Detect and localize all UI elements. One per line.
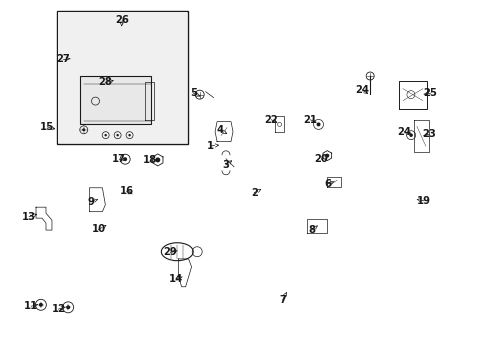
Text: 3: 3 <box>222 160 229 170</box>
Text: 4: 4 <box>216 125 223 135</box>
Circle shape <box>128 134 130 136</box>
Text: 26: 26 <box>115 15 128 26</box>
Bar <box>80 76 151 124</box>
Text: 25: 25 <box>423 88 437 98</box>
Circle shape <box>316 122 320 126</box>
Circle shape <box>82 128 85 131</box>
Text: 12: 12 <box>51 304 65 314</box>
Text: 17: 17 <box>112 154 125 164</box>
Text: 1: 1 <box>206 141 214 151</box>
Text: 24: 24 <box>396 127 410 136</box>
FancyBboxPatch shape <box>57 12 188 144</box>
Circle shape <box>155 157 160 162</box>
Text: 13: 13 <box>22 212 36 221</box>
Text: 14: 14 <box>169 274 183 284</box>
Text: 16: 16 <box>119 186 133 197</box>
Text: 22: 22 <box>264 115 278 125</box>
Text: 24: 24 <box>355 85 368 95</box>
Text: 21: 21 <box>303 115 317 125</box>
Circle shape <box>66 305 70 309</box>
Text: 8: 8 <box>307 225 315 235</box>
Text: 9: 9 <box>87 197 94 207</box>
Text: 18: 18 <box>142 155 156 165</box>
Text: 7: 7 <box>279 295 285 305</box>
Circle shape <box>123 157 127 161</box>
Circle shape <box>116 134 119 136</box>
Circle shape <box>325 154 328 158</box>
Text: 10: 10 <box>91 225 105 234</box>
Circle shape <box>104 134 107 136</box>
FancyBboxPatch shape <box>58 13 187 143</box>
Text: 28: 28 <box>99 77 112 87</box>
Text: 27: 27 <box>56 54 70 64</box>
Text: 2: 2 <box>250 188 257 198</box>
Text: 19: 19 <box>416 196 430 206</box>
Circle shape <box>408 134 412 137</box>
Text: 20: 20 <box>314 154 327 164</box>
Text: 5: 5 <box>189 88 197 98</box>
Text: 11: 11 <box>24 301 38 311</box>
Text: 23: 23 <box>422 129 436 139</box>
Circle shape <box>39 303 43 307</box>
Text: 6: 6 <box>324 179 331 189</box>
Text: 29: 29 <box>163 247 177 257</box>
Text: 15: 15 <box>40 122 54 132</box>
